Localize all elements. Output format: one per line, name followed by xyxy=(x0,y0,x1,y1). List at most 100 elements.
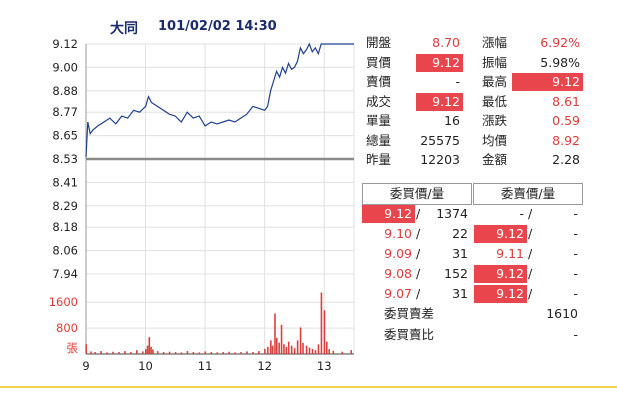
ask-separator: / xyxy=(528,246,533,261)
volume-bar xyxy=(168,351,171,354)
quote-value: 8.61 xyxy=(552,93,580,109)
time-tick-label: 9 xyxy=(82,359,89,373)
quote-row: 買價 9.12 振幅 5.98% xyxy=(366,53,584,74)
ask-separator: / xyxy=(528,206,533,221)
price-tick-label: 8.53 xyxy=(52,152,78,166)
quote-value: 0.59 xyxy=(552,113,580,128)
bid-separator: / xyxy=(416,246,421,261)
quote-row: 開盤 8.70 漲幅 6.92% xyxy=(366,34,584,54)
ask-separator: / xyxy=(528,226,533,241)
volume-bar xyxy=(210,352,213,354)
bid-quantity: 1374 xyxy=(436,206,468,221)
quote-row: 賣價 - 最高 9.12 xyxy=(366,73,584,93)
bid-separator: / xyxy=(416,286,421,301)
price-tick-label: 8.06 xyxy=(52,244,78,258)
quote-value: 6.92% xyxy=(540,35,580,50)
quote-value: 9.12 xyxy=(512,73,583,91)
quote-label: 漲幅 xyxy=(482,35,508,50)
volume-bar xyxy=(136,350,138,354)
volume-bar xyxy=(285,346,288,354)
order-book-row: 9.10/22 9.12/- xyxy=(362,224,584,244)
bid-price: 9.07 xyxy=(384,286,412,301)
volume-bar xyxy=(308,347,311,354)
volume-bar xyxy=(328,349,330,354)
stock-name: 大同 xyxy=(110,21,138,37)
quote-value: 2.28 xyxy=(552,152,580,167)
price-tick-label: 8.88 xyxy=(52,84,78,98)
quote-datetime: 101/02/02 14:30 xyxy=(158,19,277,34)
volume-bar xyxy=(124,351,126,354)
volume-bar xyxy=(267,346,269,354)
price-tick-label: 8.18 xyxy=(52,220,78,234)
volume-bar xyxy=(141,351,144,354)
volume-bar xyxy=(305,345,308,354)
volume-bar xyxy=(198,352,201,354)
quote-label: 成交 xyxy=(366,93,392,109)
bid-quantity: 31 xyxy=(452,246,468,261)
order-book-row: 9.08/152 9.12/- xyxy=(362,264,584,284)
volume-bar xyxy=(152,349,154,354)
volume-bar xyxy=(130,352,132,354)
volume-bar xyxy=(150,346,152,354)
quote-label: 金額 xyxy=(482,152,508,167)
volume-bar xyxy=(216,352,219,354)
quote-label: 均價 xyxy=(482,132,508,148)
quote-label: 昨量 xyxy=(366,152,392,167)
volume-bar xyxy=(156,351,159,354)
quote-label: 總量 xyxy=(366,132,392,148)
price-tick-label: 9.00 xyxy=(52,60,78,74)
volume-bar xyxy=(296,340,299,354)
volume-bar xyxy=(271,345,274,354)
quote-label: 最高 xyxy=(482,74,508,89)
summary-value: 1610 xyxy=(546,306,578,321)
volume-bar xyxy=(280,324,283,354)
volume-bar xyxy=(144,349,147,354)
quote-value: 12203 xyxy=(420,152,460,167)
order-book-summary-row: 委買賣差 1610 xyxy=(362,304,584,325)
ask-price: 9.12 xyxy=(474,265,527,283)
bid-price: 9.10 xyxy=(384,226,412,241)
quote-value: 9.12 xyxy=(416,53,463,72)
volume-bar xyxy=(112,351,114,354)
ask-header: 委賣價/量 xyxy=(473,183,583,205)
volume-bar xyxy=(118,352,120,354)
volume-bar xyxy=(94,352,96,354)
volume-bar xyxy=(283,344,285,354)
bid-price: 9.09 xyxy=(384,246,412,261)
quote-row: 昨量 12203 金額 2.28 xyxy=(366,151,584,171)
ask-price: 9.12 xyxy=(474,225,527,243)
quote-label: 漲跌 xyxy=(482,113,508,128)
volume-bar xyxy=(274,313,276,354)
volume-bar xyxy=(234,352,236,354)
quote-label: 單量 xyxy=(366,113,392,128)
ask-quantity: - xyxy=(573,286,578,301)
quote-value: 8.92 xyxy=(552,132,580,148)
quote-label: 開盤 xyxy=(366,35,392,50)
quote-value: 16 xyxy=(444,113,460,128)
price-tick-label: 8.41 xyxy=(52,175,78,189)
volume-bar xyxy=(222,352,224,354)
quote-label: 買價 xyxy=(366,54,392,70)
price-tick-label: 9.12 xyxy=(52,37,78,51)
volume-bar xyxy=(317,344,320,354)
order-book-header: 委買價/量 委賣價/量 xyxy=(362,183,584,205)
volume-bar xyxy=(240,352,242,354)
quote-panel: 開盤 8.70 漲幅 6.92% 買價 9.12 振幅 5.98% 賣價 - 最高 9.12 成交 9.1… xyxy=(366,34,584,171)
order-book-row: 9.09 / 31 9.11 / - xyxy=(362,244,584,264)
ask-price: 9.11 xyxy=(496,246,524,261)
volume-bar xyxy=(228,351,230,354)
volume-bar xyxy=(293,348,296,354)
ask-quantity: - xyxy=(573,266,578,281)
volume-bar xyxy=(302,342,304,354)
summary-label: 委買賣差 xyxy=(384,306,435,321)
volume-bar xyxy=(314,350,317,354)
quote-label: 賣價 xyxy=(366,74,392,89)
volume-bar xyxy=(323,310,326,354)
quote-row: 總量 25575 均價 8.92 xyxy=(366,132,584,152)
volume-bar xyxy=(85,344,87,354)
volume-bar xyxy=(341,351,344,354)
bid-header: 委買價/量 xyxy=(362,183,472,205)
bid-separator: / xyxy=(416,206,421,221)
price-tick-label: 7.94 xyxy=(52,267,78,281)
volume-bar xyxy=(100,351,102,354)
